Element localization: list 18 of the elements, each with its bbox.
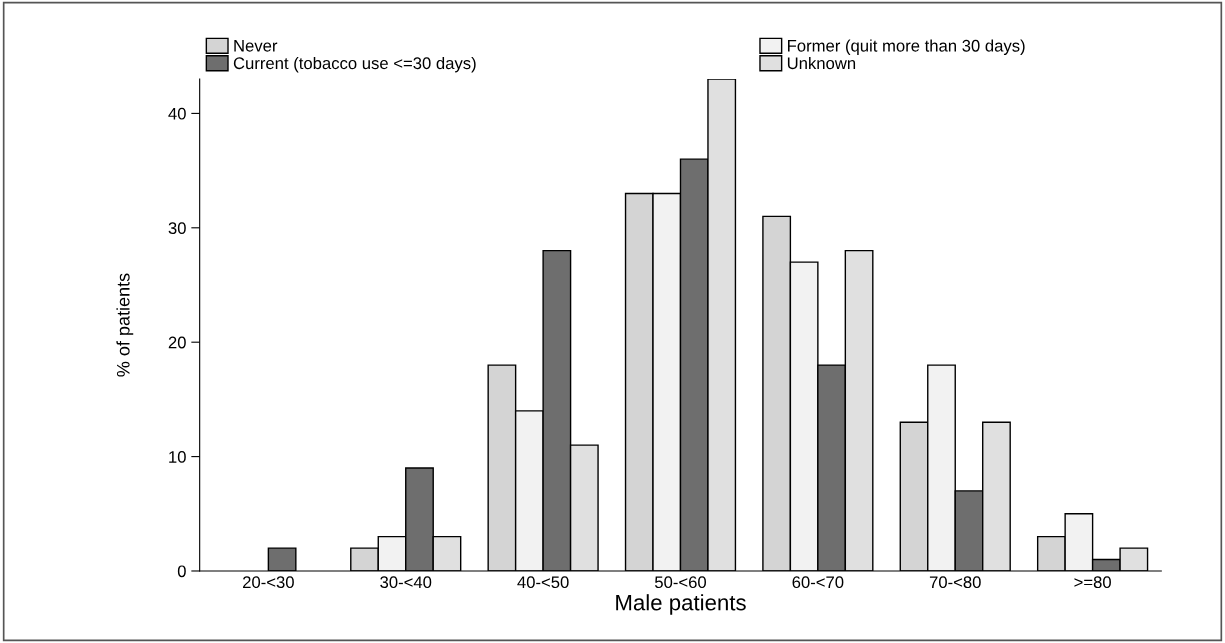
y-tick-label: 30 — [168, 222, 186, 234]
x-tick-label: >=80 — [1074, 576, 1111, 589]
legend-label: Never — [234, 40, 278, 52]
x-tick-label: 70-<80 — [929, 576, 981, 589]
x-tick-label: 60-<70 — [792, 576, 844, 589]
x-tick-label: 20-<30 — [243, 576, 294, 589]
y-tick-label: 20 — [168, 336, 186, 349]
y-axis-title: % of patients — [116, 273, 134, 377]
x-tick-label: 50-<60 — [654, 576, 707, 589]
y-tick-label: 0 — [177, 565, 186, 578]
y-tick-label: 40 — [168, 107, 186, 120]
y-tick-label: 10 — [169, 450, 186, 463]
legend-label: Former (quit more than 30 days) — [788, 39, 1025, 55]
legend-label: Unknown — [787, 56, 856, 70]
x-tick-label: 40-<50 — [517, 576, 569, 589]
x-axis-title: Male patients — [616, 594, 746, 615]
legend-label: Current (tobacco use <=30 days) — [233, 56, 476, 73]
x-tick-label: 30-<40 — [380, 576, 432, 589]
